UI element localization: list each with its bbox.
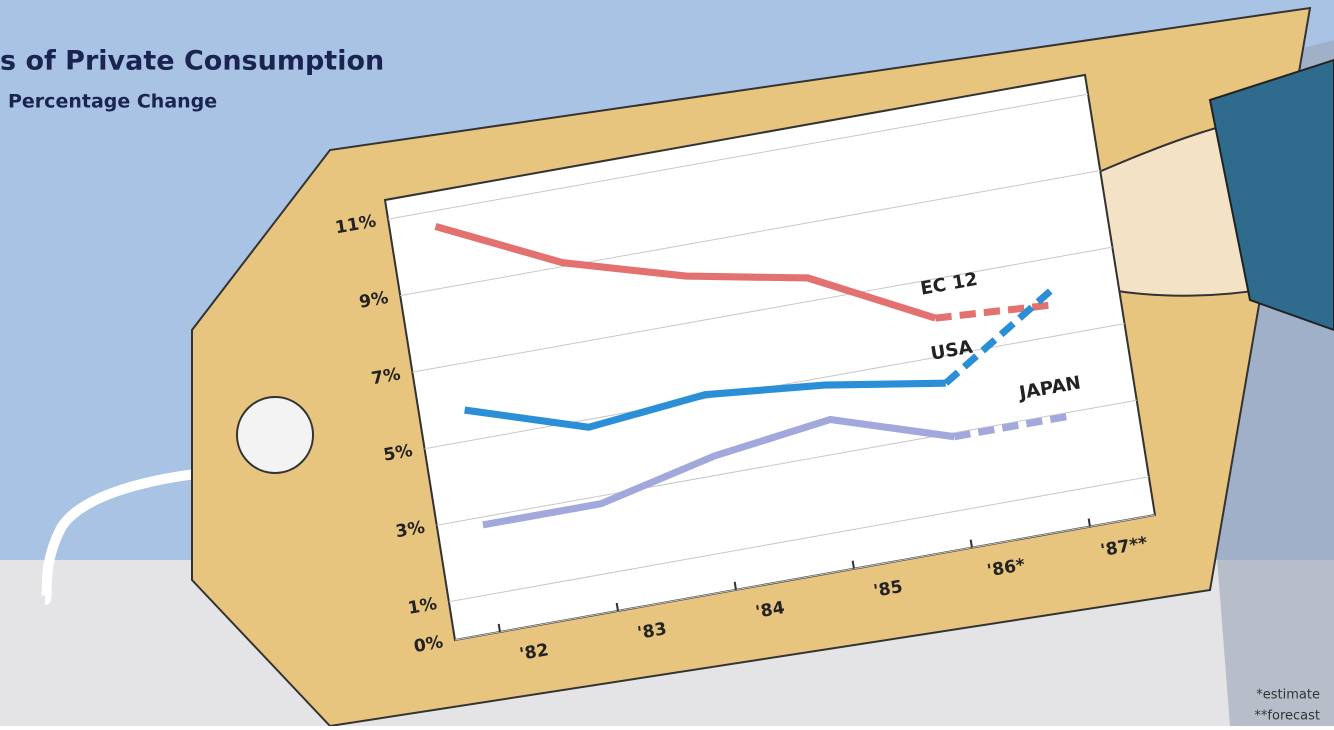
series-line [464, 379, 946, 431]
grid-line [448, 476, 1149, 603]
series-line-dashed [935, 301, 1056, 322]
chart-title: s of Private Consumption [0, 46, 384, 77]
grid-line [400, 170, 1101, 297]
x-tick [851, 560, 855, 569]
sleeve [1208, 58, 1334, 332]
x-tick [615, 602, 619, 612]
series-line [434, 222, 937, 322]
series-line-dashed [953, 412, 1073, 441]
note: **forecast [1254, 709, 1320, 724]
tag-hole [236, 396, 314, 474]
plot: 0%1%3%5%7%9%11%'82'83'84'85'86*'87**EC 1… [334, 73, 1157, 665]
chart-subtitle: Percentage Change [8, 91, 217, 113]
x-tick [733, 581, 737, 590]
x-tick [1087, 518, 1091, 527]
note: *estimate [1256, 688, 1320, 703]
series-line [482, 415, 955, 529]
grid-line [454, 514, 1156, 641]
grid-line [387, 93, 1089, 220]
grid-line [436, 399, 1137, 526]
grid-line [412, 246, 1113, 373]
x-tick [969, 539, 973, 548]
x-tick [497, 623, 501, 633]
